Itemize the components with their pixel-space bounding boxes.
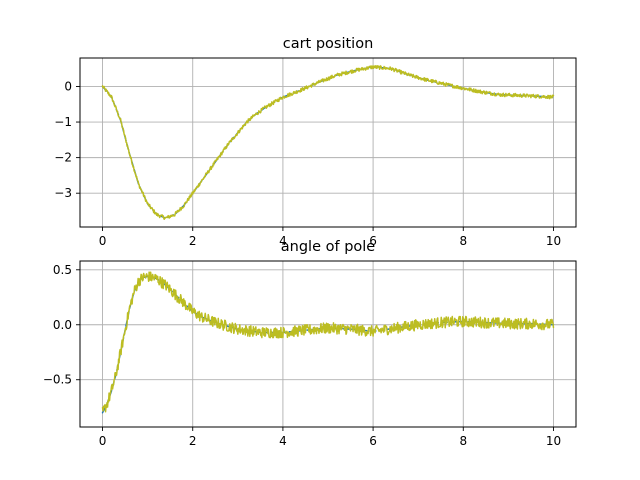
cart-position-ytick-label: −1	[54, 115, 72, 129]
cart-position-frame	[79, 57, 577, 228]
cart-position-series	[101, 64, 555, 221]
angle-of-pole-noisy-series-line	[101, 271, 555, 413]
angle-of-pole-ytick-label: 0.0	[53, 318, 72, 332]
cart-position-xtick-label: 8	[459, 234, 467, 248]
angle-of-pole-ytick-label: −0.5	[43, 373, 72, 387]
cart-position-grid	[80, 58, 576, 227]
cart-position-xtick-label: 0	[99, 234, 107, 248]
angle-of-pole-axes: angle of pole 0 2 4 6 8 10 0.5 0.0 −0.5	[43, 239, 577, 448]
angle-of-pole-ytick-label: 0.5	[53, 263, 72, 277]
cart-position-ytick-label: −2	[54, 151, 72, 165]
cart-position-xtick-label: 4	[279, 234, 287, 248]
angle-of-pole-xtick-label: 2	[189, 434, 197, 448]
cart-position-xtick-label: 10	[546, 234, 561, 248]
angle-of-pole-frame	[79, 260, 577, 428]
angle-of-pole-xtick-label: 8	[459, 434, 467, 448]
angle-of-pole-xtick-label: 10	[546, 434, 561, 448]
cart-position-ytick-label: 0	[64, 79, 72, 93]
angle-of-pole-xtick-label: 0	[99, 434, 107, 448]
cart-position-ytick-label: −3	[54, 186, 72, 200]
cart-position-title: cart position	[283, 36, 374, 52]
cart-position-ticks: 0 2 4 6 8 10 0 −1 −2 −3	[54, 79, 561, 248]
angle-of-pole-series	[101, 271, 555, 414]
cart-position-xtick-label: 2	[189, 234, 197, 248]
angle-of-pole-ticks: 0 2 4 6 8 10 0.5 0.0 −0.5	[43, 263, 561, 448]
angle-of-pole-title: angle of pole	[281, 239, 376, 255]
angle-of-pole-xtick-label: 4	[279, 434, 287, 448]
cart-position-axes: cart position 0 2 4 6 8 10 0 −1 −2 −3	[54, 36, 577, 248]
cart-position-xtick-label: 6	[369, 234, 377, 248]
cart-position-noisy-series-line	[101, 64, 555, 221]
angle-of-pole-xtick-label: 6	[369, 434, 377, 448]
